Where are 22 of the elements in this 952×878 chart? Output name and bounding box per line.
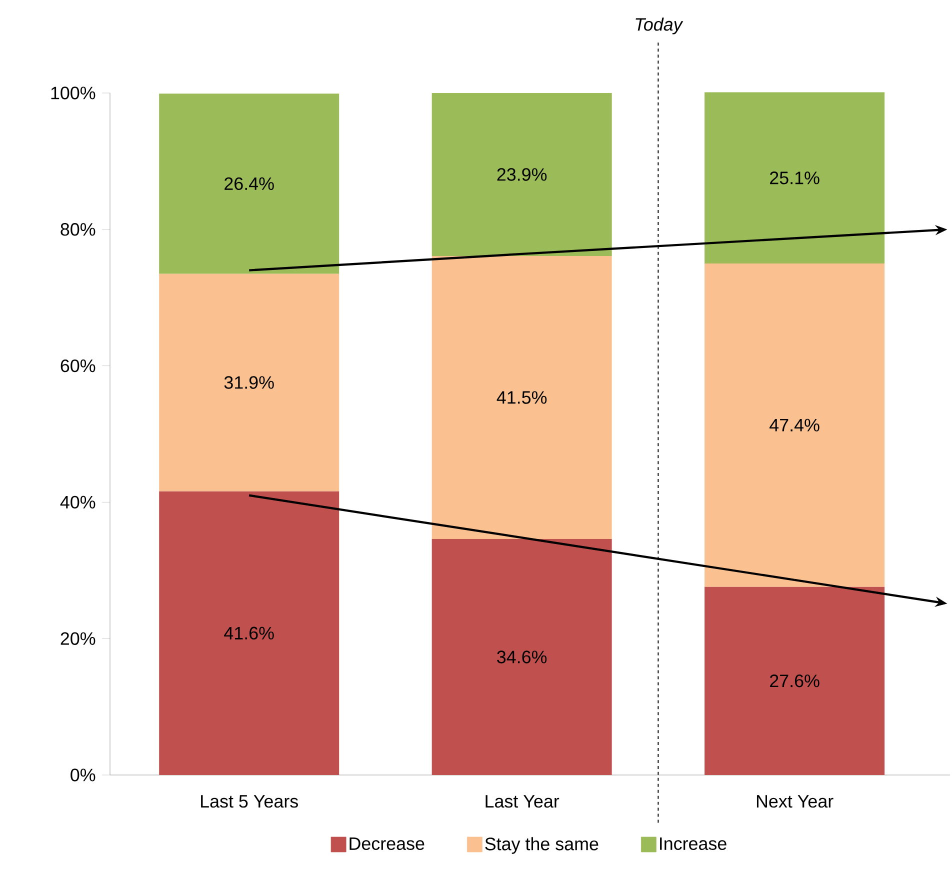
y-tick-label: 20% xyxy=(60,632,96,645)
data-label: 25.1% xyxy=(770,172,820,184)
x-tick-label: Last 5 Years xyxy=(201,795,298,808)
legend-label: Stay the same xyxy=(485,837,598,854)
data-label: 47.4% xyxy=(770,418,820,432)
y-tick-label: 40% xyxy=(60,496,96,509)
y-tick-label: 0% xyxy=(70,768,96,782)
text: Today xyxy=(636,18,684,34)
data-label: 41.5% xyxy=(496,391,547,404)
y-tick-label: 100% xyxy=(51,86,96,100)
data-label: 23.9% xyxy=(497,168,547,181)
legend-label: Increase xyxy=(660,837,726,850)
y-tick-label: 80% xyxy=(60,223,96,236)
x-tick-label: Next Year xyxy=(756,795,834,808)
data-label: 34.6% xyxy=(497,650,547,664)
legend-label: Decrease xyxy=(350,837,424,850)
data-label: 41.6% xyxy=(224,626,274,640)
x-tick-label: Last Year xyxy=(486,795,560,808)
data-label: 26.4% xyxy=(224,177,274,190)
data-label: 31.9% xyxy=(224,376,274,389)
y-tick-label: 60% xyxy=(60,359,96,372)
data-label: 27.6% xyxy=(770,674,820,688)
